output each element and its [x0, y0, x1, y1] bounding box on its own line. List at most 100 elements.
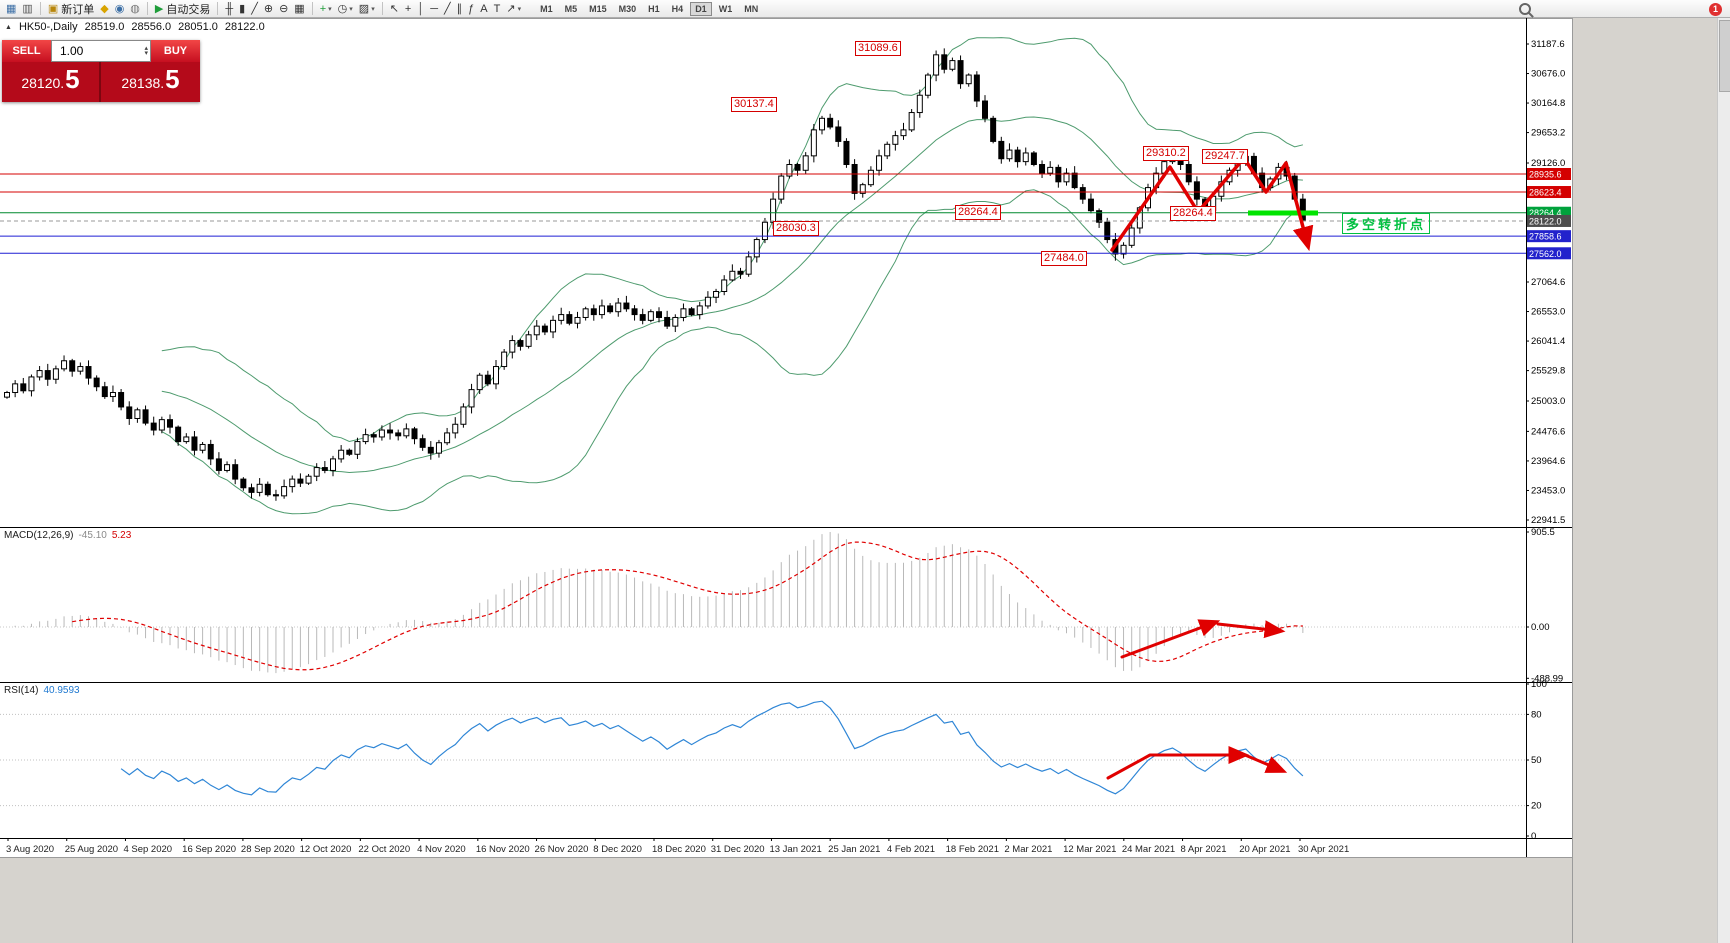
scrollbar-thumb[interactable] — [1719, 20, 1730, 92]
svg-text:50: 50 — [1531, 755, 1542, 766]
svg-text:20: 20 — [1531, 801, 1542, 812]
svg-text:30164.8: 30164.8 — [1531, 98, 1565, 109]
lot-spinner: ▴ ▾ — [144, 45, 148, 57]
timeframe-m1[interactable]: M1 — [540, 3, 553, 14]
profiles-icon[interactable]: ▥ — [22, 2, 33, 15]
timeframe-m5[interactable]: M5 — [564, 3, 578, 14]
crosshair-icon[interactable]: + — [404, 2, 412, 15]
price-callout[interactable]: 28030.3 — [773, 221, 819, 236]
lot-increase-icon[interactable]: ▴ — [144, 45, 148, 52]
svg-text:28264.4: 28264.4 — [1529, 208, 1562, 218]
zoom-out-icon[interactable]: ⊖ — [279, 2, 289, 15]
buy-price-prefix: 28138. — [121, 75, 165, 91]
svg-text:13 Jan 2021: 13 Jan 2021 — [769, 844, 821, 855]
svg-text:31 Dec 2020: 31 Dec 2020 — [711, 844, 765, 855]
svg-text:22941.5: 22941.5 — [1531, 515, 1565, 526]
price-callout[interactable]: 28264.4 — [955, 205, 1001, 220]
fibonacci-icon[interactable]: ƒ — [468, 2, 475, 15]
bar-chart-icon[interactable]: ╫ — [225, 2, 234, 15]
svg-text:23964.6: 23964.6 — [1531, 456, 1565, 467]
price-callout[interactable]: 29310.2 — [1143, 146, 1189, 161]
toolbar: ▦ ▥ ▣ 新订单 ◆ ◉ ◍ ▶ 自动交易 ╫ ▮ ╱ ⊕ ⊖ ▦ + ▾ ◷ ▾ ▨ ▾ ↖ + │ ─ ╱ ∥ ƒ A T ↗ ▾ M1… — [0, 0, 1730, 18]
svg-text:2 Mar 2021: 2 Mar 2021 — [1004, 844, 1052, 855]
collapse-trade-panel-icon[interactable]: ▲ — [5, 23, 12, 31]
symbol-info-bar: ▲ HK50-,Daily 28519.0 28556.0 28051.0 28… — [5, 21, 265, 33]
svg-text:8 Dec 2020: 8 Dec 2020 — [593, 844, 642, 855]
svg-text:0.00: 0.00 — [1531, 622, 1550, 633]
price-axis-badge — [1527, 186, 1571, 199]
lot-size-input[interactable]: 1.00 ▴ ▾ — [51, 40, 151, 62]
right-empty-panel — [1572, 18, 1730, 943]
timeframe-d1[interactable]: D1 — [690, 1, 712, 16]
templates-icon[interactable]: ▨ ▾ — [358, 2, 375, 15]
zoom-in-icon[interactable]: ⊕ — [263, 2, 274, 15]
text-icon[interactable]: A — [480, 2, 488, 15]
svg-text:26553.0: 26553.0 — [1531, 307, 1565, 318]
new-chart-icon[interactable]: ▦ — [6, 2, 17, 15]
candlestick-icon[interactable]: ▮ — [239, 2, 246, 15]
timeframe-h1[interactable]: H1 — [648, 3, 660, 14]
timeframe-m30[interactable]: M30 — [618, 3, 637, 14]
indicators-icon[interactable]: + ▾ — [319, 2, 332, 15]
sell-price-big-digit: 5 — [65, 64, 80, 94]
price-callout[interactable]: 28264.4 — [1170, 206, 1216, 221]
rsi-indicator — [0, 700, 1526, 807]
notification-badge[interactable]: 1 — [1709, 2, 1722, 16]
price-chart-canvas[interactable]: 28935.628623.428264.428122.027858.627562… — [0, 18, 1572, 858]
arrows-tool-icon[interactable]: ↗ ▾ — [506, 2, 522, 15]
price-callout[interactable]: 27484.0 — [1041, 251, 1087, 266]
buy-button[interactable]: BUY — [151, 40, 200, 62]
bottom-empty-panel — [0, 858, 1572, 943]
svg-text:28935.6: 28935.6 — [1529, 169, 1562, 179]
channel-icon[interactable]: ∥ — [456, 2, 463, 15]
sell-price-prefix: 28120. — [21, 75, 65, 91]
svg-text:0: 0 — [1531, 831, 1536, 842]
svg-text:25 Jan 2021: 25 Jan 2021 — [828, 844, 880, 855]
svg-text:28 Sep 2020: 28 Sep 2020 — [241, 844, 295, 855]
timeframe-mn[interactable]: MN — [744, 3, 759, 14]
svg-text:27064.6: 27064.6 — [1531, 277, 1565, 288]
timeframe-h4[interactable]: H4 — [671, 3, 684, 14]
line-chart-icon[interactable]: ╱ — [251, 2, 258, 15]
buy-price-big-digit: 5 — [165, 64, 180, 94]
svg-text:905.5: 905.5 — [1531, 527, 1555, 538]
svg-text:20 Apr 2021: 20 Apr 2021 — [1239, 844, 1290, 855]
new-order-button[interactable]: ▣ 新订单 — [47, 2, 95, 16]
ohlc-high: 28556.0 — [131, 21, 172, 33]
vertical-scrollbar[interactable] — [1717, 18, 1730, 943]
accounts-icon[interactable]: ◉ — [114, 2, 125, 15]
svg-text:-488.99: -488.99 — [1531, 673, 1563, 684]
svg-text:80: 80 — [1531, 709, 1542, 720]
auto-trading-button[interactable]: ▶ 自动交易 — [154, 2, 211, 16]
buy-price[interactable]: 28138. 5 — [101, 62, 200, 102]
ohlc-open: 28519.0 — [84, 21, 125, 33]
price-axis-badge — [1527, 247, 1571, 260]
funds-icon[interactable]: ◆ — [100, 2, 109, 15]
tile-windows-icon[interactable]: ▦ — [294, 2, 305, 15]
turning-point-annotation[interactable]: 多空转折点 — [1342, 213, 1431, 234]
text-label-icon[interactable]: T — [493, 2, 501, 15]
svg-text:26 Nov 2020: 26 Nov 2020 — [535, 844, 589, 855]
sell-button[interactable]: SELL — [2, 40, 51, 62]
lot-decrease-icon[interactable]: ▾ — [144, 50, 148, 57]
trendline-icon[interactable]: ╱ — [444, 2, 451, 15]
timeframe-m15[interactable]: M15 — [589, 3, 607, 14]
price-callout[interactable]: 29247.7 — [1202, 149, 1248, 164]
sell-price[interactable]: 28120. 5 — [2, 62, 101, 102]
ohlc-low: 28051.0 — [178, 21, 218, 33]
svg-text:25 Aug 2020: 25 Aug 2020 — [65, 844, 118, 855]
time-axis[interactable]: 3 Aug 2020 25 Aug 2020 4 Sep 2020 16 Sep 20… — [6, 838, 1349, 855]
rsi-name: RSI(14) — [4, 685, 39, 696]
periods-icon[interactable]: ◷ ▾ — [337, 2, 353, 15]
timeframe-w1[interactable]: W1 — [718, 3, 733, 14]
price-callout[interactable]: 31089.6 — [855, 41, 901, 56]
svg-text:3 Aug 2020: 3 Aug 2020 — [6, 844, 54, 855]
price-axis[interactable]: 31187.6 30676.0 30164.8 29653.2 29126.0 27064… — [1526, 39, 1565, 842]
horizontal-line-icon[interactable]: ─ — [430, 2, 439, 15]
search-icon[interactable] — [1519, 3, 1531, 15]
alerts-icon[interactable]: ◍ — [130, 2, 140, 15]
vertical-line-icon[interactable]: │ — [417, 2, 425, 15]
price-callout[interactable]: 30137.4 — [731, 97, 777, 112]
cursor-icon[interactable]: ↖ — [389, 2, 399, 15]
svg-text:24476.6: 24476.6 — [1531, 426, 1565, 437]
